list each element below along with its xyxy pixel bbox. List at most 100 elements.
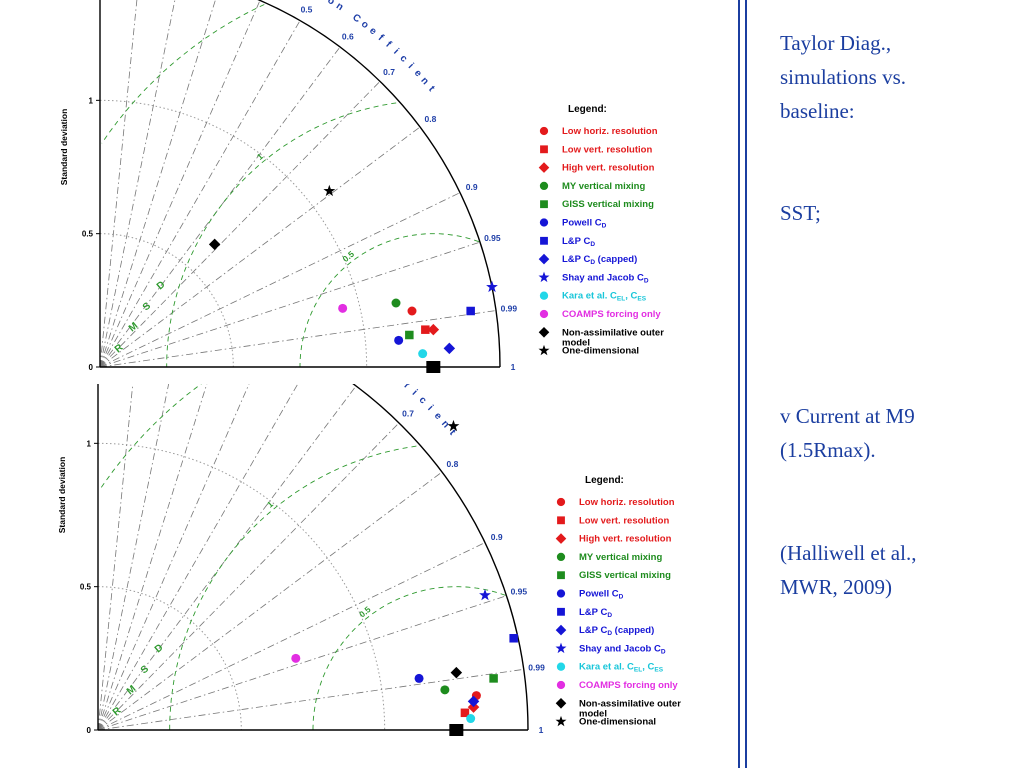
legend-label: GISS vertical mixing [579,570,671,581]
legend-marker [555,642,567,654]
correlation-title-char: f [376,33,386,44]
correlation-title-char: f [383,39,393,50]
correlation-grid-line [97,542,486,731]
correlation-grid-line [97,385,357,731]
divider-line-outer [738,0,740,768]
correlation-tick-label: 0.9 [466,182,478,192]
legend-label: One-dimensional [562,346,639,357]
data-point [208,238,221,251]
outer-arc [352,384,529,731]
correlation-tick-label: 0.8 [446,459,458,469]
legend-label: GISS vertical mixing [562,199,654,210]
rmsd-title-char: D [153,642,166,655]
note-citation: (Halliwell et al., MWR, 2009) [780,541,917,599]
legend-marker [557,607,565,616]
correlation-tick-label: 0.9 [491,532,503,542]
legend-label: MY vertical mixing [579,552,662,563]
correlation-grid-line [97,384,250,731]
correlation-grid-line [97,384,299,731]
data-point [450,666,463,679]
figure-area: 00.511.5Standard deviation00.10.20.30.40… [57,0,681,736]
legend-label: Low vert. resolution [562,144,652,155]
legend-marker [538,253,550,265]
note-sst: SST; [780,201,821,225]
legend-marker [539,218,549,227]
correlation-title-char: i [425,403,435,413]
legend-label: L&P CD (capped) [562,254,637,266]
legend-label: Non-assimilative outer [562,327,664,338]
correlation-title-char: f [401,384,411,391]
reference-point-marker [426,361,441,373]
correlation-grid-line [99,192,461,368]
legend-marker [555,533,567,544]
rmsd-arc [169,445,417,730]
rmsd-arc [312,586,506,730]
correlation-tick-label: 0.95 [511,587,528,597]
note-title: Taylor Diag., simulations vs. baseline: [780,31,907,123]
legend-marker [539,181,549,191]
data-point [405,330,414,340]
correlation-title-char: e [412,68,424,80]
correlation-title-char: n [334,1,345,14]
correlation-grid-line [97,384,170,731]
correlation-title-char: e [432,410,444,422]
legend-marker [540,236,548,245]
correlation-grid-line [97,422,400,731]
correlation-title-char: n [439,418,451,430]
data-point [440,685,450,695]
data-point [291,653,301,663]
legend-marker [540,145,548,154]
legend-marker [556,589,566,598]
std-grid-arc [99,233,234,368]
legend-marker [557,571,565,580]
legend-label: Low vert. resolution [579,515,669,526]
legend-label: L&P CD [579,607,612,619]
y-tick-label: 0.5 [82,230,94,239]
legend-label: High vert. resolution [562,163,655,174]
data-point [427,323,440,336]
legend-marker [557,516,565,525]
data-point [466,306,475,316]
data-point [486,280,498,293]
rmsd-tick-label: 1 [265,499,275,510]
legend-title: Legend: [568,104,607,115]
correlation-grid-line [99,241,481,368]
legend-label: COAMPS forcing only [562,309,661,320]
legend-label: One-dimensional [579,717,656,728]
data-point [391,298,401,308]
rmsd-arc [101,4,265,144]
correlation-title-char: i [410,388,420,398]
correlation-grid-line [99,0,261,368]
y-tick-label: 1 [87,439,92,448]
y-tick-label: 0.5 [80,583,92,592]
correlation-grid-line [99,310,497,368]
legend-marker [539,291,549,300]
std-grid-arc [99,99,368,368]
correlation-title-char: c [417,395,429,407]
rmsd-title-char: S [141,300,153,313]
legend-marker [555,698,567,709]
taylor-diagram-v-current: 00.511.5Standard deviation00.10.20.30.40… [57,384,681,736]
legend-marker [556,662,566,671]
legend-marker [555,715,567,727]
taylor-diagram-sst: 00.511.5Standard deviation00.10.20.30.40… [59,0,664,373]
legend-marker [556,497,566,507]
correlation-tick-label: 0.5 [301,4,313,14]
legend-label: Low horiz. resolution [562,126,658,137]
correlation-grid-line [99,0,176,368]
legend-label-line2: model [562,337,590,348]
y-tick-label: 0 [89,363,94,372]
legend-marker [555,624,567,636]
legend-marker [538,344,550,356]
legend-label: Kara et al. CEL, CES [579,662,664,674]
data-point [407,306,417,316]
y-axis-label: Standard deviation [57,457,67,534]
legend-label: L&P CD [562,236,595,248]
correlation-title-char: t [426,84,437,94]
correlation-title-char: C [350,12,362,25]
correlation-grid-line [97,471,443,731]
correlation-tick-label: 0.99 [528,663,545,673]
y-tick-label: 1 [89,96,94,105]
legend-label-line2: model [579,708,607,719]
y-axis-label: Standard deviation [59,109,69,186]
